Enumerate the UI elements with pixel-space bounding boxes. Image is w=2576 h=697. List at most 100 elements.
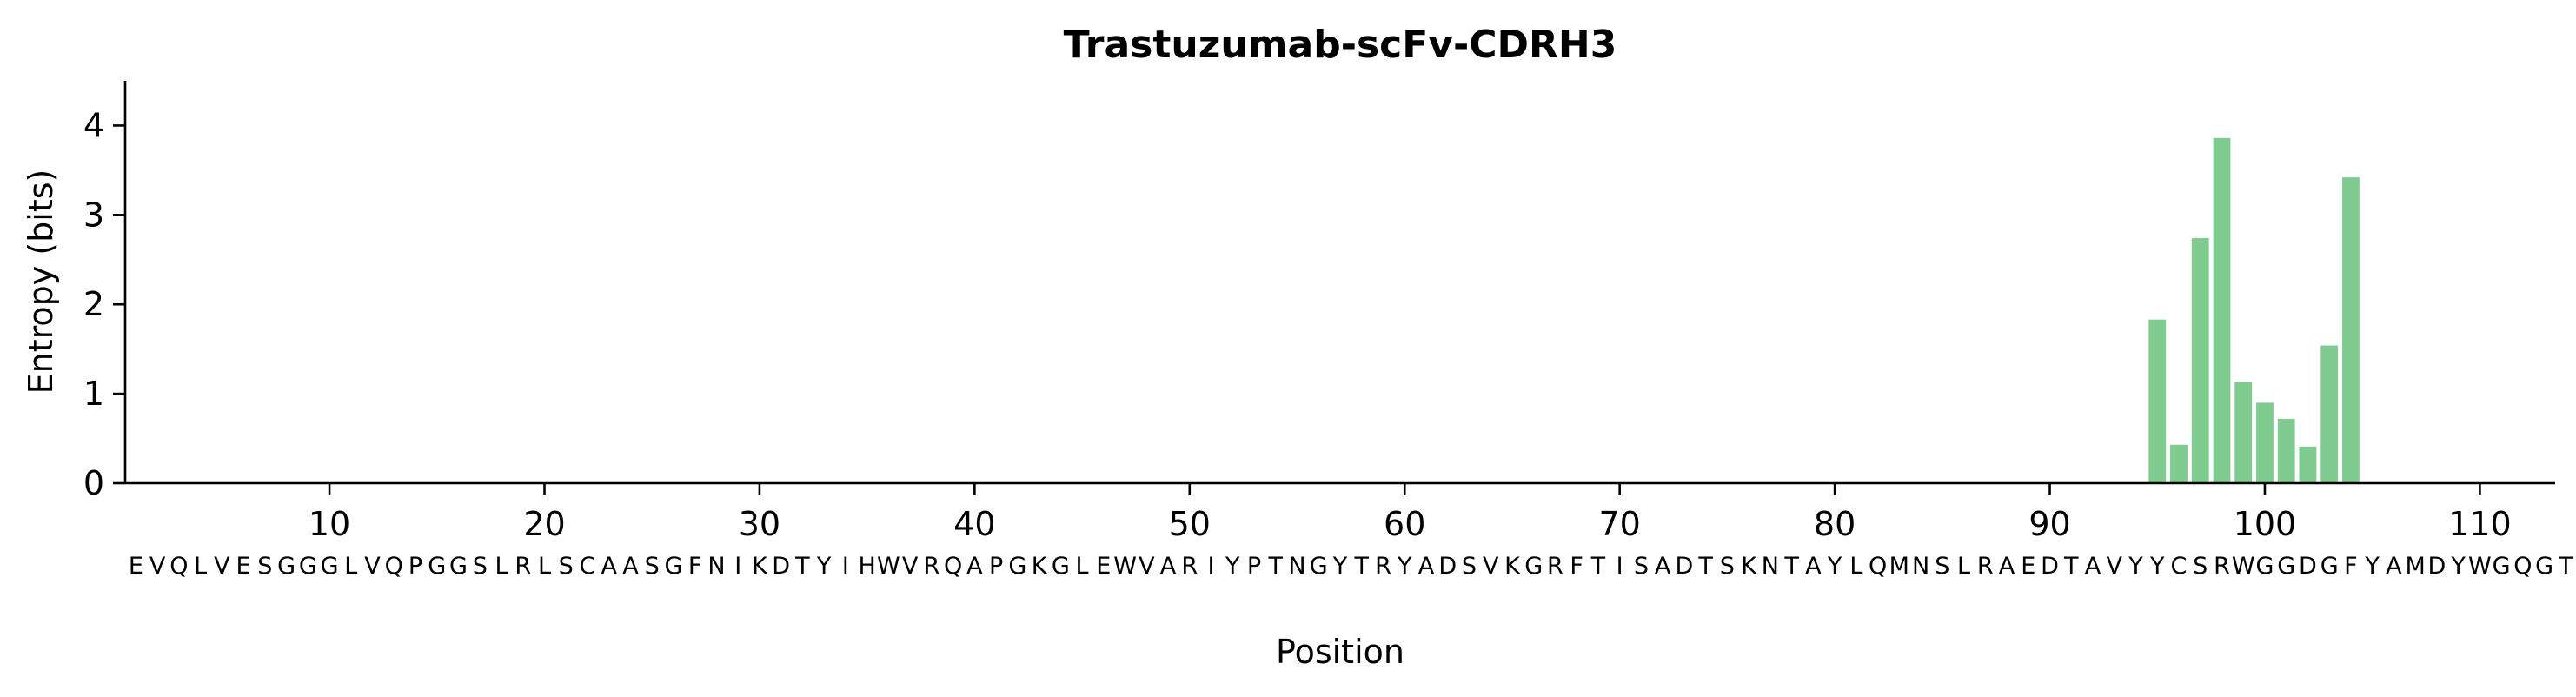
residue-label: I [842, 553, 849, 580]
residue-label: E [2021, 553, 2035, 580]
residue-label: R [1977, 553, 1994, 580]
residue-label: D [772, 553, 790, 580]
residue-label: Y [1332, 553, 1348, 580]
residue-label: W [877, 553, 900, 580]
residue-label: T [1783, 553, 1799, 580]
residue-label: G [2535, 553, 2553, 580]
residue-label: N [1762, 553, 1779, 580]
residue-label: A [1655, 553, 1671, 580]
residue-label: P [408, 553, 422, 580]
residue-label: W [2468, 553, 2492, 580]
residue-label: K [1032, 553, 1048, 580]
residue-label: P [989, 553, 1003, 580]
residue-label: Y [1827, 553, 1842, 580]
residue-label: V [902, 553, 919, 580]
residue-label: S [1634, 553, 1649, 580]
residue-label: S [559, 553, 574, 580]
residue-label: R [1547, 553, 1564, 580]
residue-label: A [2386, 553, 2402, 580]
residue-label: G [449, 553, 468, 580]
residue-label: G [1008, 553, 1026, 580]
residue-label: A [1418, 553, 1435, 580]
residue-label: Y [2450, 553, 2466, 580]
residue-label: V [214, 553, 230, 580]
residue-label: D [2041, 553, 2059, 580]
residue-label: Y [2149, 553, 2165, 580]
residue-label: V [1139, 553, 1155, 580]
residue-label: A [622, 553, 639, 580]
x-tick-label: 50 [1169, 505, 1211, 543]
residue-label: G [1524, 553, 1543, 580]
residue-label: N [1912, 553, 1929, 580]
residue-label: R [2214, 553, 2230, 580]
residue-label: F [688, 553, 702, 580]
residue-label: A [1805, 553, 1822, 580]
bar-101 [2277, 418, 2295, 483]
residue-label: V [364, 553, 381, 580]
residue-label: I [1208, 553, 1215, 580]
residue-label: G [428, 553, 446, 580]
x-axis-ticks: 10 20 30 40 50 60 70 80 90 100 110 [309, 483, 2512, 543]
y-tick-label: 3 [83, 196, 104, 234]
residue-label: R [515, 553, 531, 580]
residue-label: S [645, 553, 660, 580]
y-tick-label: 4 [83, 106, 104, 144]
residue-label: E [129, 553, 143, 580]
residue-label: W [1113, 553, 1137, 580]
x-tick-label: 100 [2234, 505, 2297, 543]
residue-label: D [1675, 553, 1693, 580]
residue-label: S [1720, 553, 1735, 580]
residue-label: N [707, 553, 725, 580]
residue-label: R [1375, 553, 1391, 580]
residue-label: K [1504, 553, 1521, 580]
residue-label: Q [2513, 553, 2532, 580]
residue-label: G [664, 553, 682, 580]
residue-label: G [299, 553, 317, 580]
residue-label: L [538, 553, 551, 580]
x-tick-label: 40 [953, 505, 995, 543]
x-tick-label: 70 [1598, 505, 1640, 543]
residue-label: F [1570, 553, 1583, 580]
residue-label: S [1935, 553, 1949, 580]
residue-label: V [2107, 553, 2123, 580]
residue-label: A [966, 553, 983, 580]
bar-group [2148, 137, 2360, 484]
residue-label: P [1247, 553, 1261, 580]
residue-label: L [194, 553, 207, 580]
x-tick-label: 90 [2028, 505, 2070, 543]
residue-label: G [2493, 553, 2511, 580]
residue-label: T [1697, 553, 1713, 580]
residue-label: T [2063, 553, 2079, 580]
residue-label: M [2406, 553, 2426, 580]
bar-96 [2170, 444, 2188, 483]
residue-label: A [1999, 553, 2015, 580]
residue-label: T [1353, 553, 1369, 580]
residue-label: L [495, 553, 508, 580]
residue-label: V [149, 553, 166, 580]
residue-label: S [1462, 553, 1477, 580]
residue-label: Y [2364, 553, 2380, 580]
residue-label: S [257, 553, 272, 580]
residue-label: Y [2128, 553, 2143, 580]
x-axis-label: Position [1276, 633, 1404, 671]
residue-label: V [1483, 553, 1499, 580]
residue-label: H [858, 553, 875, 580]
y-axis-ticks: 0 1 2 3 4 [83, 106, 125, 502]
x-tick-label: 60 [1384, 505, 1425, 543]
bar-95 [2148, 319, 2167, 483]
residue-label: S [473, 553, 488, 580]
y-tick-label: 0 [83, 464, 104, 502]
residue-label: G [321, 553, 339, 580]
x-tick-label: 10 [309, 505, 350, 543]
residue-label: A [1160, 553, 1177, 580]
x-tick-label: 20 [523, 505, 565, 543]
residue-label: Q [385, 553, 403, 580]
residue-label: G [2320, 553, 2339, 580]
residue-label: G [2277, 553, 2295, 580]
residue-label: Q [1869, 553, 1887, 580]
residue-label: G [2255, 553, 2274, 580]
residue-label: I [734, 553, 741, 580]
residue-label: D [2428, 553, 2447, 580]
